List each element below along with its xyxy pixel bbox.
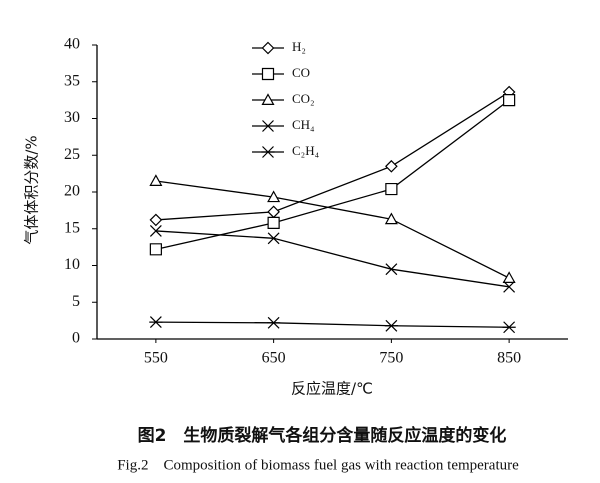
y-tick-label: 5 (72, 293, 80, 310)
y-tick-label: 0 (72, 330, 80, 347)
marker (267, 205, 280, 219)
y-tick-label: 35 (64, 72, 80, 89)
marker (149, 225, 162, 237)
marker (385, 263, 398, 276)
y-axis-label: 气体体积分数/% (23, 135, 41, 244)
y-tick-label: 25 (64, 146, 80, 163)
x-tick-label: 550 (144, 350, 168, 367)
marker (385, 182, 398, 196)
x-axis-label: 反应温度/℃ (291, 380, 373, 398)
x-tick-label: 750 (379, 350, 403, 367)
marker (267, 216, 280, 229)
marker (503, 280, 516, 293)
caption: 图2 生物质裂解气各组分含量随反应温度的变化 (138, 425, 507, 446)
y-tick-label: 10 (64, 256, 80, 273)
series-line (155, 230, 510, 288)
marker (149, 213, 163, 227)
legend-label: CO₂ (292, 91, 315, 106)
y-tick-label: 20 (64, 183, 80, 200)
marker (149, 316, 163, 329)
legend-marker (261, 67, 275, 81)
series-line (155, 180, 510, 279)
marker (384, 212, 398, 225)
y-tick-label: 15 (64, 219, 80, 236)
marker (385, 159, 398, 173)
legend-label: C₂H₄ (292, 143, 320, 158)
y-tick-label: 30 (64, 109, 80, 126)
legend-marker (261, 146, 275, 158)
marker (503, 94, 516, 107)
marker (384, 319, 398, 332)
x-tick-label: 850 (497, 350, 521, 367)
marker (149, 243, 162, 256)
marker (502, 321, 516, 334)
marker (267, 190, 281, 203)
legend-label: CO (292, 65, 310, 80)
legend-marker (262, 120, 274, 132)
legend-label: H₂ (292, 39, 306, 54)
marker (149, 174, 163, 186)
legend-marker (261, 41, 275, 55)
marker (267, 232, 280, 245)
series-line (155, 99, 510, 250)
marker (267, 316, 281, 329)
legend-label: CH₄ (292, 117, 315, 132)
x-tick-label: 650 (262, 350, 286, 367)
legend-marker (261, 93, 275, 105)
series-line (155, 321, 510, 328)
marker (502, 271, 516, 283)
caption-en: Fig.2 Composition of biomass fuel gas wi… (117, 457, 519, 473)
series-line (155, 91, 510, 221)
y-tick-label: 40 (64, 36, 80, 53)
